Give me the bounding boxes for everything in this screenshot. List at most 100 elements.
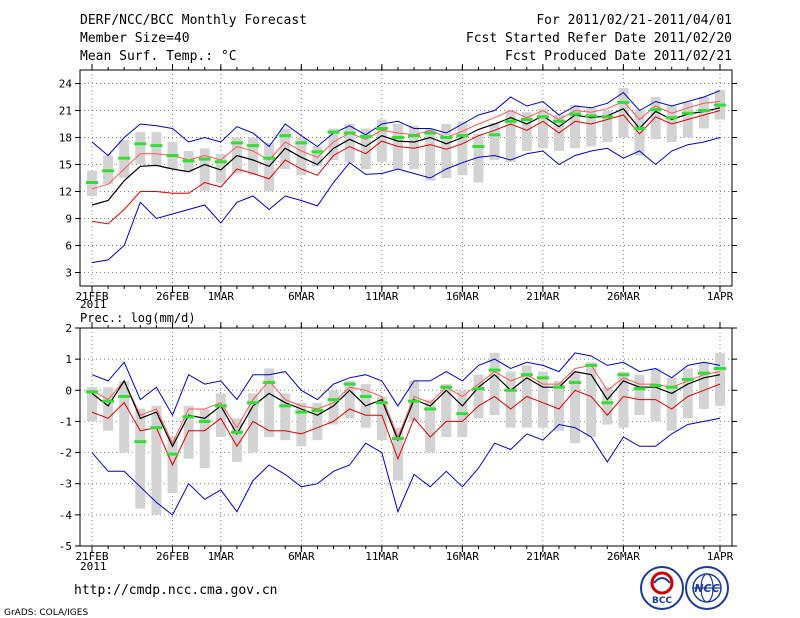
y-tick-label: -1: [59, 415, 72, 428]
ensemble-spread-box: [264, 142, 275, 192]
series-line-min: [91, 417, 721, 516]
y-tick-label: 21: [59, 105, 72, 118]
ensemble-spread-box: [151, 405, 162, 515]
ensemble-spread-box: [328, 128, 339, 160]
ensemble-spread-box: [682, 368, 693, 419]
ensemble-spread-box: [344, 124, 355, 163]
ensemble-spread-box: [441, 384, 452, 437]
series-line-lower: [91, 383, 721, 467]
series-line-max: [91, 352, 721, 417]
ensemble-spread-box: [183, 405, 194, 459]
ensemble-spread-box: [215, 153, 226, 183]
x-tick-label: 11MAR: [365, 290, 398, 303]
grads-credit: GrADS: COLA/IGES: [4, 608, 88, 618]
series-line-min: [91, 137, 721, 264]
produced-date: Fcst Produced Date 2011/02/21: [505, 49, 732, 64]
chart-frame: [79, 327, 733, 547]
ensemble-spread-box: [570, 105, 581, 149]
x-tick-label: 21FEB: [75, 290, 108, 303]
y-tick-label: 15: [59, 159, 72, 172]
y-tick-label: 3: [65, 267, 72, 280]
y-tick-label: 1: [65, 353, 72, 366]
ensemble-spread-box: [650, 368, 661, 422]
precipitation-chart: -5 -4 -3 -2 -1 0 1 2 21FEB 26FEB 1MAR 6MAR 11MAR 16MA…: [59, 322, 737, 563]
ensemble-spread-box: [473, 133, 484, 183]
ensemble-spread-box: [457, 121, 468, 176]
ensemble-spread-box: [698, 362, 709, 409]
x-tick-label: 1MAR: [208, 550, 235, 563]
x-tick-label: 21MAR: [526, 290, 559, 303]
ensemble-spread-box: [360, 128, 371, 169]
series-line-lower: [91, 110, 721, 225]
ensemble-spread-box: [505, 110, 516, 162]
series-line-max: [91, 90, 721, 157]
ensemble-spread-box: [199, 408, 210, 469]
ensemble-spread-box: [409, 125, 420, 169]
x-tick-label: 1APR: [707, 550, 734, 563]
ensemble-spread-box: [425, 128, 436, 181]
ensemble-spread-box: [328, 390, 339, 425]
bcc-logo: BCC: [640, 566, 684, 610]
ncc-logo-text: NCC: [694, 582, 719, 595]
y-tick-label: 6: [65, 240, 72, 253]
y-tick-label: 12: [59, 186, 72, 199]
ensemble-spread-box: [135, 408, 146, 509]
x-tick-label: 1MAR: [208, 290, 235, 303]
member-size: Member Size=40: [80, 31, 190, 46]
y-tick-label: 18: [59, 132, 72, 145]
ensemble-spread-box: [119, 380, 130, 453]
ensemble-spread-box: [489, 352, 500, 416]
x-tick-label: 26FEB: [156, 290, 189, 303]
bcc-logo-text: BCC: [652, 596, 672, 606]
refer-date: Fcst Started Refer Date 2011/02/20: [466, 31, 732, 46]
x-tick-label: 26MAR: [607, 290, 640, 303]
y-tick-label: -4: [59, 509, 73, 522]
ensemble-spread-box: [537, 371, 548, 428]
ensemble-spread-box: [344, 380, 355, 419]
ensemble-spread-box: [392, 427, 403, 481]
series-line-upper: [91, 100, 721, 190]
y-tick-label: 0: [65, 384, 72, 397]
ncc-logo: NCC: [685, 566, 729, 610]
y-tick-label: -2: [59, 447, 72, 460]
forecast-title: DERF/NCC/BCC Monthly Forecast: [80, 13, 307, 28]
ensemble-spread-box: [312, 402, 323, 441]
x-tick-label: 6MAR: [288, 550, 315, 563]
ensemble-spread-box: [586, 362, 597, 437]
ensemble-spread-box: [248, 393, 259, 453]
footer-url[interactable]: http://cmdp.ncc.cma.gov.cn: [74, 583, 278, 598]
ensemble-spread-box: [634, 110, 645, 156]
ensemble-spread-box: [296, 402, 307, 447]
ensemble-spread-box: [666, 377, 677, 431]
ensemble-spread-box: [698, 97, 709, 129]
ensemble-spread-box: [215, 393, 226, 437]
series-line-upper: [91, 364, 721, 445]
ensemble-spread-box: [473, 374, 484, 419]
x-tick-label: 21FEB: [75, 550, 108, 563]
ensemble-spread-box: [650, 97, 661, 140]
ensemble-spread-box: [280, 393, 291, 441]
year-label-top: 2011: [80, 298, 107, 311]
ensemble-spread-box: [199, 148, 210, 192]
forecast-period: For 2011/02/21-2011/04/01: [536, 13, 732, 28]
ensemble-spread-box: [618, 371, 629, 428]
x-tick-label: 21MAR: [526, 550, 559, 563]
x-tick-label: 1APR: [707, 290, 734, 303]
ensemble-spread-box: [570, 371, 581, 444]
ensemble-spread-box: [87, 387, 97, 422]
x-tick-label: 26MAR: [607, 550, 640, 563]
series-line-mean: [91, 370, 721, 448]
ensemble-spread-box: [441, 124, 452, 178]
x-tick-label: 11MAR: [365, 550, 398, 563]
variable-label: Mean Surf. Temp.: °C: [80, 49, 237, 64]
ensemble-spread-box: [425, 399, 436, 453]
ensemble-spread-box: [264, 368, 275, 437]
x-tick-label: 6MAR: [288, 290, 315, 303]
ensemble-spread-box: [553, 380, 564, 431]
year-label-bottom: 2011: [80, 560, 107, 573]
ensemble-spread-box: [248, 137, 259, 176]
ensemble-spread-box: [135, 132, 146, 165]
ensemble-spread-box: [376, 396, 387, 441]
y-tick-label: 24: [59, 78, 73, 91]
